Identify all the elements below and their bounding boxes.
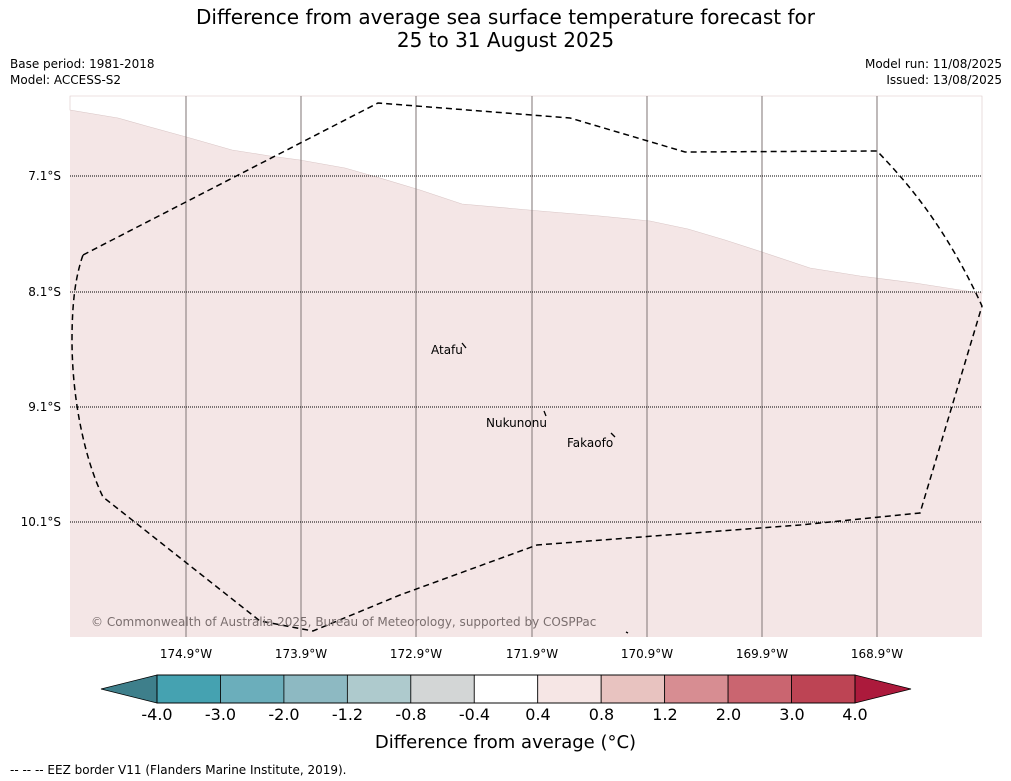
lon-label-2: 173.9°W [275,647,327,661]
meta-right: Model run: 11/08/2025 Issued: 13/08/2025 [865,56,1002,88]
colorbar-segment [283,674,348,704]
fakaofo-island [610,432,616,438]
lon-label-1: 174.9°W [160,647,212,661]
title-line-1: Difference from average sea surface temp… [195,5,815,29]
colorbar-right-extension [854,674,912,704]
lat-label-4: 10.1°S [21,515,61,529]
lon-label-7: 168.9°W [851,647,903,661]
cbar-tick: 2.0 [715,705,742,724]
eez-border [71,102,983,632]
cbar-tick: -3.0 [204,705,237,724]
title-line-2: 25 to 31 August 2025 [396,28,615,52]
cbar-tick: 3.0 [779,705,805,724]
lon-label-5: 170.9°W [621,647,673,661]
cbar-tick: 0.4 [525,705,551,724]
lat-label-1: 7.1°S [28,169,61,183]
colorbar-segment [727,674,792,704]
issued-date: Issued: 13/08/2025 [886,73,1002,87]
colorbar [100,674,912,704]
lon-label-6: 169.9°W [736,647,788,661]
colorbar-segment [664,674,729,704]
copyright-text: © Commonwealth of Australia 2025, Bureau… [91,615,596,629]
colorbar-segment [410,674,475,704]
colorbar-segments [156,674,856,704]
cbar-tick: 4.0 [842,705,868,724]
cbar-tick: -0.8 [395,705,427,724]
base-period: Base period: 1981-2018 [10,57,155,71]
cbar-tick: 0.8 [588,705,615,724]
colorbar-segment [791,674,856,704]
neutral-region [69,95,983,294]
cbar-tick: -2.0 [268,705,300,724]
cbar-tick: -1.2 [331,705,364,724]
model-run: Model run: 11/08/2025 [864,57,1002,71]
cbar-tick: -0.4 [458,705,491,724]
colorbar-segment [537,674,602,704]
colorbar-segment [600,674,666,704]
page-title: Difference from average sea surface temp… [0,6,1011,52]
cbar-tick: 1.2 [652,705,678,724]
cbar-tick: -4.0 [141,705,173,724]
nukunonu-island [543,410,547,417]
colorbar-segment [346,674,412,704]
colorbar-segment [156,674,221,704]
colorbar-left-extension [100,674,158,704]
island-label-atafu: Atafu [431,343,463,357]
colorbar-segment [220,674,285,704]
lat-label-3: 9.1°S [28,400,61,414]
lat-label-2: 8.1°S [28,285,61,299]
meta-left: Base period: 1981-2018 Model: ACCESS-S2 [10,56,155,88]
lon-label-4: 171.9°W [506,647,558,661]
atafu-island [461,342,467,349]
island-label-fakaofo: Fakaofo [567,436,613,450]
longitude-grid [185,96,878,637]
footnote: -- -- -- EEZ border V11 (Flanders Marine… [10,763,347,777]
colorbar-segment [473,674,539,704]
lon-label-3: 172.9°W [390,647,442,661]
colorbar-outline [156,674,856,704]
colorbar-title: Difference from average (°C) [374,732,637,753]
model-name: Model: ACCESS-S2 [10,73,122,87]
island-label-nukunonu: Nukunonu [486,416,547,430]
small-island [625,631,629,634]
